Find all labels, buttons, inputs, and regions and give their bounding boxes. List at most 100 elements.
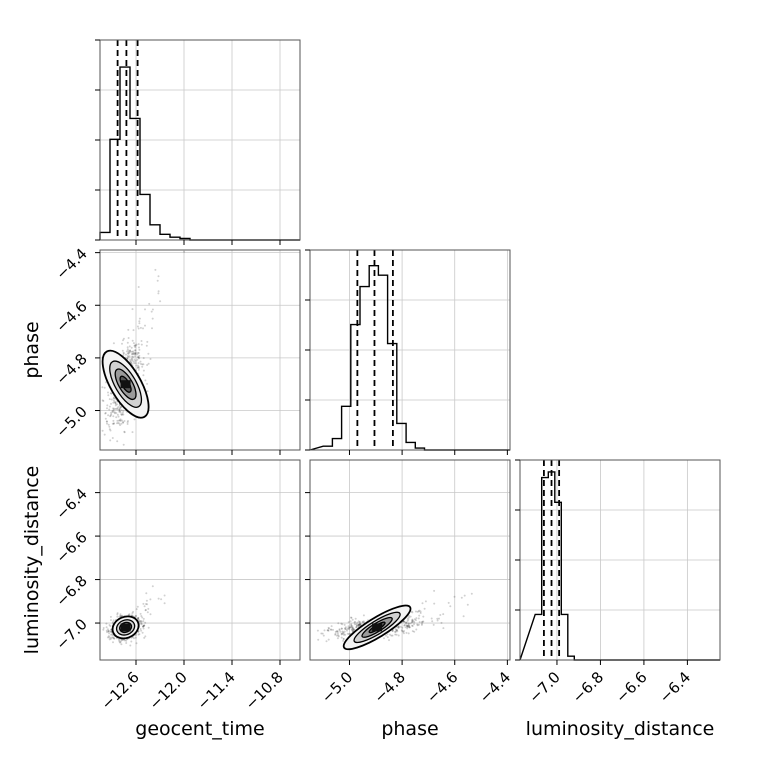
sample-point	[146, 382, 149, 385]
sample-point	[355, 623, 358, 626]
sample-point	[421, 620, 424, 623]
sample-point	[356, 621, 359, 624]
sample-point	[125, 639, 128, 642]
sample-point	[108, 398, 111, 401]
sample-point	[341, 630, 344, 633]
sample-point	[339, 630, 342, 633]
sample-point	[354, 620, 357, 623]
sample-point	[134, 359, 137, 362]
sample-point	[120, 406, 123, 408]
sample-point	[141, 365, 144, 368]
sample-point	[132, 350, 135, 353]
sample-point	[395, 629, 398, 632]
sample-point	[136, 367, 139, 369]
sample-point	[120, 414, 123, 416]
sample-point	[132, 360, 135, 363]
sample-point	[343, 623, 346, 626]
sample-point	[442, 627, 445, 630]
sample-point	[439, 614, 442, 616]
sample-point	[130, 358, 133, 361]
histogram-luminosity_distance	[519, 471, 720, 661]
sample-point	[139, 362, 142, 365]
sample-point	[138, 621, 141, 624]
sample-point	[126, 357, 129, 360]
sample-point	[111, 437, 114, 439]
sample-point	[123, 430, 126, 433]
sample-point	[118, 410, 121, 413]
sample-point	[419, 610, 422, 613]
sample-point	[350, 624, 353, 627]
sample-point	[110, 631, 113, 634]
sample-point	[391, 630, 394, 632]
sample-point	[136, 353, 139, 356]
sample-point	[433, 589, 436, 592]
sample-point	[126, 341, 129, 344]
sample-point	[112, 641, 114, 644]
x-tick-label: −12.0	[146, 668, 191, 713]
sample-point	[394, 633, 397, 636]
sample-point	[137, 365, 140, 368]
sample-point	[129, 360, 132, 363]
y-tick-label: −4.4	[52, 245, 90, 283]
sample-point	[388, 639, 390, 642]
panel-frame	[309, 459, 511, 661]
sample-point	[143, 636, 146, 639]
sample-point	[408, 622, 411, 625]
panel-frame	[99, 459, 301, 661]
sample-point	[449, 605, 452, 608]
sample-point	[126, 421, 129, 424]
sample-point	[135, 343, 138, 346]
sample-point	[163, 602, 166, 605]
sample-point	[104, 412, 107, 414]
sample-point	[335, 634, 338, 637]
sample-point	[134, 349, 137, 352]
sample-point	[408, 616, 410, 619]
sample-point	[390, 634, 393, 637]
sample-point	[353, 628, 356, 631]
sample-point	[436, 617, 439, 620]
sample-point	[146, 340, 149, 343]
sample-point	[355, 626, 358, 629]
sample-point	[440, 621, 443, 624]
sample-point	[470, 592, 473, 595]
sample-point	[139, 326, 142, 329]
sample-point	[118, 639, 121, 642]
sample-point	[349, 626, 352, 629]
sample-point	[337, 635, 340, 638]
sample-point	[114, 404, 117, 407]
sample-point	[137, 368, 140, 371]
sample-point	[118, 422, 121, 425]
sample-point	[113, 422, 115, 425]
sample-point	[320, 632, 323, 635]
sample-point	[126, 423, 129, 425]
sample-point	[411, 625, 414, 627]
sample-point	[108, 405, 111, 408]
sample-point	[151, 585, 154, 588]
sample-point	[103, 386, 106, 389]
sample-point	[359, 622, 362, 625]
sample-point	[413, 618, 416, 621]
sample-point	[145, 344, 148, 347]
sample-point	[350, 628, 353, 631]
sample-point	[407, 624, 410, 627]
sample-point	[107, 635, 110, 638]
sample-point	[102, 628, 105, 631]
sample-point	[405, 621, 408, 624]
sample-point	[334, 632, 337, 635]
sample-point	[340, 633, 343, 636]
sample-point	[106, 631, 109, 634]
sample-point	[403, 624, 406, 627]
sample-point	[126, 357, 129, 360]
sample-point	[423, 607, 426, 610]
sample-point	[340, 632, 343, 635]
sample-point	[133, 358, 136, 361]
sample-point	[411, 630, 414, 633]
sample-point	[328, 627, 330, 630]
sample-point	[406, 625, 409, 628]
sample-point	[109, 625, 112, 628]
sample-point	[344, 628, 347, 630]
sample-point	[107, 630, 110, 633]
sample-point	[136, 325, 139, 328]
sample-point	[143, 624, 145, 627]
